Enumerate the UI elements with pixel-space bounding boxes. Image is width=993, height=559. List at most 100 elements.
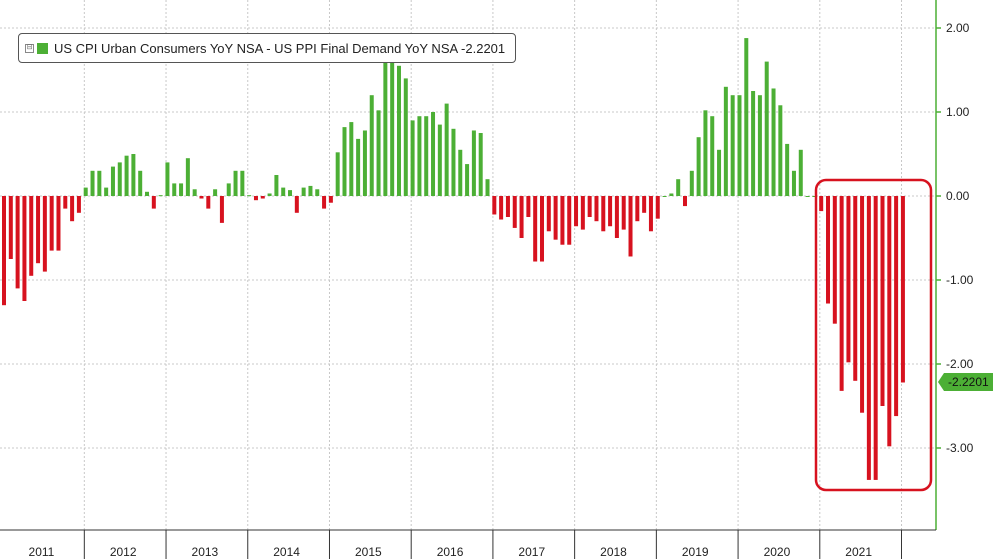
bar [512,196,517,228]
bar [444,103,449,196]
bar [376,110,381,196]
bar [819,196,824,212]
bar [76,196,81,213]
bar [42,196,47,272]
bar [90,170,95,196]
bar [458,149,463,196]
bar [49,196,54,251]
bar [165,162,170,196]
bar [288,190,293,196]
x-year-label: 2020 [764,545,791,559]
y-tick-label: -2.00 [946,357,974,371]
x-axis: 2011 2012 2013 2014 2015 2016 2017 2018 2019 2020… [0,529,936,559]
x-year-label: 2014 [273,545,300,559]
x-year-label: 2021 [845,545,872,559]
bar [335,152,340,196]
bar [567,196,572,245]
bar [853,196,858,381]
legend-swatch-icon [37,42,48,54]
bar [723,86,728,196]
bar [662,196,667,197]
bar [805,196,810,197]
bar [151,196,156,209]
bar [676,179,681,196]
bar [131,154,136,196]
bar [826,196,831,304]
x-year-label: 2015 [355,545,382,559]
bar [608,196,613,227]
bar [36,196,41,264]
bar [900,196,905,383]
bar [308,185,313,196]
bar [791,170,796,196]
bar [260,196,265,199]
highlight-rect [814,178,933,492]
bar [894,196,899,417]
bar [689,170,694,196]
highlight-box [814,178,933,492]
bar [553,196,558,240]
bar [505,196,510,217]
bar [580,196,585,230]
bar [730,95,735,196]
bar [349,122,354,196]
bar [226,183,231,196]
bar [526,196,531,217]
bar [192,189,197,196]
bar [219,196,224,223]
legend-toggle-icon[interactable]: ⊟ [25,43,34,53]
bar [199,196,204,199]
x-year-label: 2011 [29,545,55,559]
bar [866,196,871,480]
bar [648,196,653,232]
bar [533,196,538,262]
bar [683,196,687,207]
bar [785,143,790,196]
bar [873,196,878,480]
bar [655,196,660,219]
bar [778,105,783,196]
bar [846,196,851,363]
bar [471,130,476,196]
bar [2,196,6,306]
bar [744,38,749,196]
bar [642,196,647,213]
bar [757,95,762,196]
bar [110,166,115,196]
bar [294,196,299,213]
bar [240,170,245,196]
bar [887,196,892,447]
bar [431,112,436,196]
x-year-label: 2012 [110,545,137,559]
bar [97,170,102,196]
legend[interactable]: ⊟ US CPI Urban Consumers YoY NSA - US PP… [18,33,517,63]
bar [104,187,109,196]
bar [465,164,470,196]
bar [860,196,865,413]
bar [145,191,150,196]
bar [390,59,395,196]
bar [124,155,129,196]
bar [383,59,388,196]
bar [342,127,347,196]
bar [703,110,708,196]
bar [410,120,415,196]
bar [485,179,490,196]
x-year-label: 2017 [518,545,545,559]
bar [403,78,408,196]
bar [15,196,20,289]
bar [560,196,565,245]
last-value-label: -2.2201 [948,375,989,389]
last-value-badge: -2.2201 [938,373,993,391]
bar [158,195,163,197]
x-year-label: 2019 [682,545,709,559]
bar [8,196,13,259]
bar [206,196,211,209]
bar [253,196,258,201]
bar [213,189,218,196]
bar [179,183,184,196]
bar [138,170,143,196]
bar [594,196,599,222]
bar [764,61,769,196]
